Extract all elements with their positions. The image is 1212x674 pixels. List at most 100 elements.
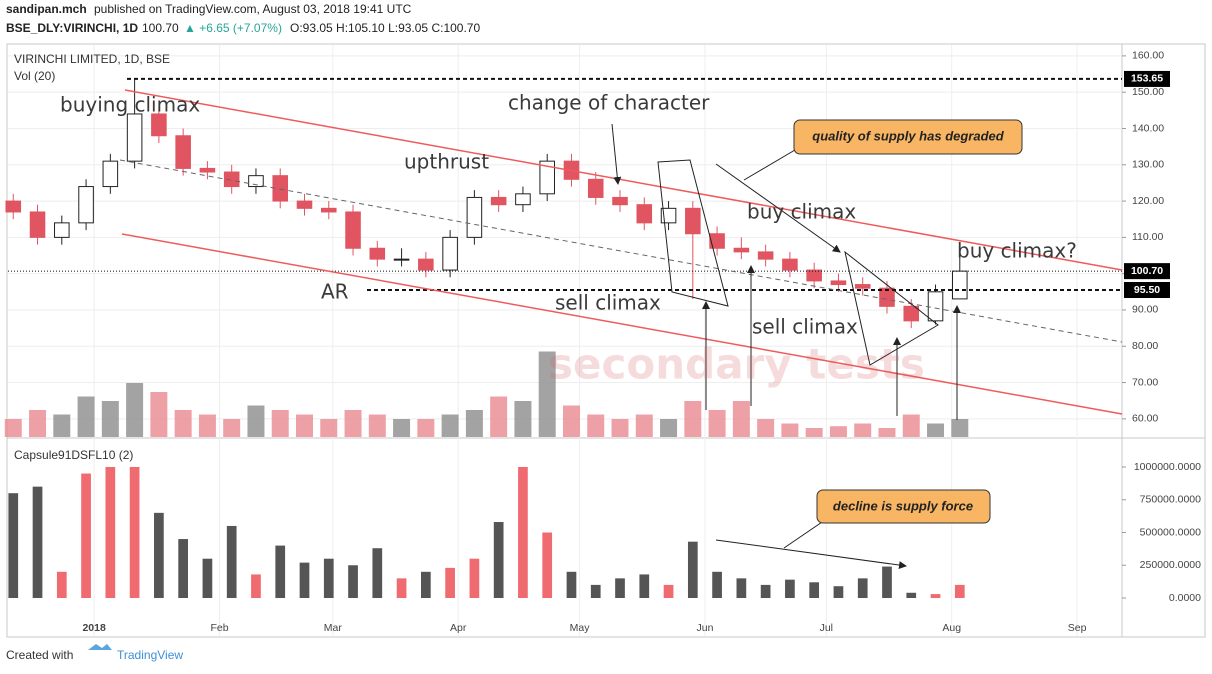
histogram-bar <box>226 525 237 599</box>
annotation: sell climax <box>555 291 661 315</box>
histogram-bar <box>542 532 553 599</box>
histogram-bar <box>299 562 310 599</box>
volume-bar <box>684 401 702 437</box>
histogram-bar <box>178 539 189 599</box>
price-badge <box>1124 70 1170 87</box>
y-tick-label: 60.00 <box>1132 413 1158 425</box>
x-tick-label: Jun <box>696 622 713 634</box>
published: published on TradingView.com, August 03,… <box>94 2 412 16</box>
candle-body <box>199 167 216 173</box>
volume-bar <box>587 414 605 437</box>
x-tick-label: May <box>570 622 591 634</box>
candle-body <box>5 200 22 213</box>
volume-bar <box>101 401 119 437</box>
volume-bar <box>902 414 920 437</box>
annotation: sell climax <box>752 315 858 339</box>
last-price: 100.70 <box>142 21 179 35</box>
author[interactable]: sandipan.mch <box>6 2 87 16</box>
x-tick-label: Mar <box>324 622 343 634</box>
volume-bar <box>4 419 22 437</box>
candle-body <box>685 207 701 235</box>
histogram-bar <box>882 566 892 599</box>
callout-text: decline is supply force <box>833 498 973 513</box>
volume-bar <box>247 405 265 437</box>
footer-brand[interactable]: TradingView <box>117 648 183 662</box>
candle-body <box>515 193 531 206</box>
price-change: ▲ +6.65 (+7.07%) <box>184 21 282 35</box>
annotation: change of character <box>508 91 710 115</box>
price-badge-label: 95.50 <box>1134 284 1160 296</box>
callout-box <box>793 119 1023 155</box>
candle-body <box>369 247 386 260</box>
indicator-title: Capsule91DSFL10 (2) <box>14 448 133 462</box>
chart-frame <box>6 43 1206 638</box>
histogram-bar <box>809 582 820 599</box>
candle-body <box>126 113 143 162</box>
histogram-bar <box>81 473 91 599</box>
y-tick-label: 110.00 <box>1132 231 1163 243</box>
candle-body <box>782 258 798 271</box>
candle-body <box>806 269 822 282</box>
candle-body <box>442 236 458 271</box>
price-badge <box>1124 263 1170 280</box>
drawings <box>119 89 1123 570</box>
histogram-bar <box>663 584 674 599</box>
y-tick-label: 500000.0000 <box>1140 526 1201 538</box>
candle-body <box>539 160 555 195</box>
watermark: secondary tests <box>548 340 925 389</box>
volume-bar <box>368 414 386 437</box>
volume-bar <box>77 396 95 437</box>
histogram-bar <box>566 571 577 599</box>
candle-body <box>320 207 337 213</box>
histogram-bar <box>469 558 480 599</box>
histogram-bar <box>760 584 771 599</box>
annotation: buy climax <box>747 200 856 224</box>
y-tick-label: 250000.0000 <box>1140 559 1201 571</box>
volume-bar <box>878 428 896 437</box>
candle-body <box>733 247 750 253</box>
volume-bar <box>708 410 726 437</box>
candle-body <box>757 251 774 260</box>
volume-bar <box>927 423 945 437</box>
annotation: AR <box>321 280 349 304</box>
volume-bar <box>198 414 216 437</box>
histogram-bar <box>445 567 455 599</box>
volume-bar <box>417 419 435 437</box>
box <box>657 159 729 307</box>
y-tick-label: 160.00 <box>1132 50 1164 62</box>
candle-body <box>78 186 94 224</box>
y-tick-label: 80.00 <box>1132 340 1158 352</box>
y-tick-label: 140.00 <box>1132 122 1164 134</box>
x-tick-label: Aug <box>942 622 961 634</box>
histogram-bar <box>372 548 383 599</box>
volume-bar <box>611 419 629 437</box>
histogram-bar <box>833 586 844 599</box>
callout-text: quality of supply has degraded <box>812 128 1004 143</box>
symbol[interactable]: BSE_DLY:VIRINCHI, 1D <box>6 21 138 35</box>
footer-created: Created with <box>6 648 73 662</box>
candle-body <box>466 196 483 238</box>
x-tick-label: Apr <box>450 622 467 634</box>
volume-bar <box>441 414 459 437</box>
volume-bar <box>53 414 71 437</box>
histogram-bar <box>785 579 795 599</box>
candle-body <box>418 258 434 271</box>
volume-bar <box>854 423 872 437</box>
candle-body <box>903 305 920 322</box>
volume-bar <box>781 423 799 437</box>
channel-top <box>124 89 1123 271</box>
arrow <box>715 539 907 570</box>
callout-pointer <box>743 146 801 181</box>
volume-label: Vol (20) <box>14 69 55 83</box>
candle-body <box>393 258 410 261</box>
histogram-bar <box>590 584 601 599</box>
candle-body <box>248 175 264 188</box>
volume-bar <box>320 419 338 437</box>
y-tick-label: 750000.0000 <box>1140 494 1201 506</box>
wedge <box>844 250 939 366</box>
histogram-bar <box>129 466 140 599</box>
histogram-bar <box>105 466 116 599</box>
histogram-bar <box>954 584 965 599</box>
